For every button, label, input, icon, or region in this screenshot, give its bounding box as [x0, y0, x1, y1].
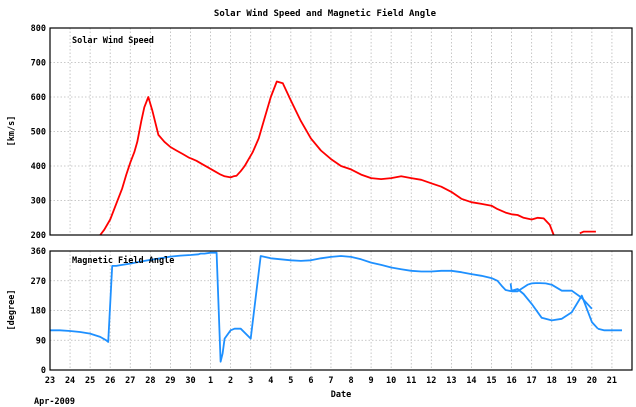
speed-series-line — [579, 230, 596, 235]
angle-panel-frame — [49, 250, 633, 371]
speed-ytick-label: 400 — [31, 162, 46, 172]
date-tick-label: 19 — [567, 376, 577, 386]
angle-series-line — [597, 327, 622, 332]
date-tick-label: 1 — [208, 376, 213, 386]
date-tick-label: 4 — [268, 376, 273, 386]
angle-ytick-label: 90 — [36, 336, 46, 346]
date-tick-label: 21 — [607, 376, 617, 386]
angle-series-line — [509, 283, 599, 330]
date-tick-label: 7 — [328, 376, 333, 386]
angle-axis-label: [degree] — [7, 290, 17, 331]
date-tick-label: 10 — [386, 376, 396, 386]
angle-ytick-label: 270 — [31, 277, 46, 287]
date-axis-label: Date — [331, 390, 351, 400]
speed-panel-label: Solar Wind Speed — [72, 35, 154, 46]
date-tick-label: 23 — [45, 376, 55, 386]
angle-ytick-label: 360 — [31, 247, 46, 257]
speed-ytick-label: 600 — [31, 93, 46, 103]
angle-ytick-label: 0 — [41, 366, 46, 376]
speed-ytick-label: 500 — [31, 128, 46, 138]
speed-panel-frame — [49, 27, 633, 236]
speed-panel-lines — [99, 80, 596, 236]
date-tick-label: 16 — [506, 376, 516, 386]
date-tick-label: 15 — [486, 376, 496, 386]
date-tick-label: 25 — [85, 376, 95, 386]
date-tick-label: 14 — [466, 376, 476, 386]
angle-panel-label: Magnetic Field Angle — [72, 255, 174, 266]
date-tick-label: 6 — [308, 376, 313, 386]
date-tick-label: 12 — [426, 376, 436, 386]
date-tick-label: 17 — [527, 376, 537, 386]
angle-panel-grid — [49, 250, 633, 371]
date-tick-label: 29 — [165, 376, 175, 386]
date-tick-label: 2 — [228, 376, 233, 386]
date-tick-label: 30 — [185, 376, 195, 386]
angle-panel-lines — [50, 251, 622, 363]
date-tick-label: 18 — [547, 376, 557, 386]
date-tick-label: 13 — [446, 376, 456, 386]
angle-series-line — [50, 251, 593, 363]
date-tick-label: 11 — [406, 376, 416, 386]
date-tick-label: 24 — [65, 376, 75, 386]
chart-title: Solar Wind Speed and Magnetic Field Angl… — [214, 8, 437, 19]
speed-ytick-label: 800 — [31, 24, 46, 34]
speed-ytick-label: 200 — [31, 231, 46, 241]
speed-panel-grid — [49, 27, 633, 236]
angle-axis-ticks: 0 90 180 270 360 — [31, 247, 46, 376]
date-axis-ticks: 23 24 25 26 27 28 29 30 1 2 3 4 5 6 7 8 9 10 11 12 13 14 15 16 1… — [45, 376, 617, 386]
date-tick-label: 9 — [369, 376, 374, 386]
date-tick-label: 5 — [288, 376, 293, 386]
date-tick-label: 20 — [587, 376, 597, 386]
date-tick-label: 28 — [145, 376, 155, 386]
speed-axis-ticks: 200 300 400 500 600 700 800 — [31, 24, 46, 241]
date-tick-label: 8 — [348, 376, 353, 386]
speed-ytick-label: 300 — [31, 197, 46, 207]
date-tick-label: 27 — [125, 376, 135, 386]
speed-ytick-label: 700 — [31, 59, 46, 69]
speed-axis-label: [km/s] — [7, 116, 17, 147]
speed-series-line — [99, 80, 555, 236]
date-tick-label: 26 — [105, 376, 115, 386]
footer-date: Apr-2009 — [34, 397, 75, 407]
angle-ytick-label: 180 — [31, 307, 46, 317]
date-tick-label: 3 — [248, 376, 253, 386]
